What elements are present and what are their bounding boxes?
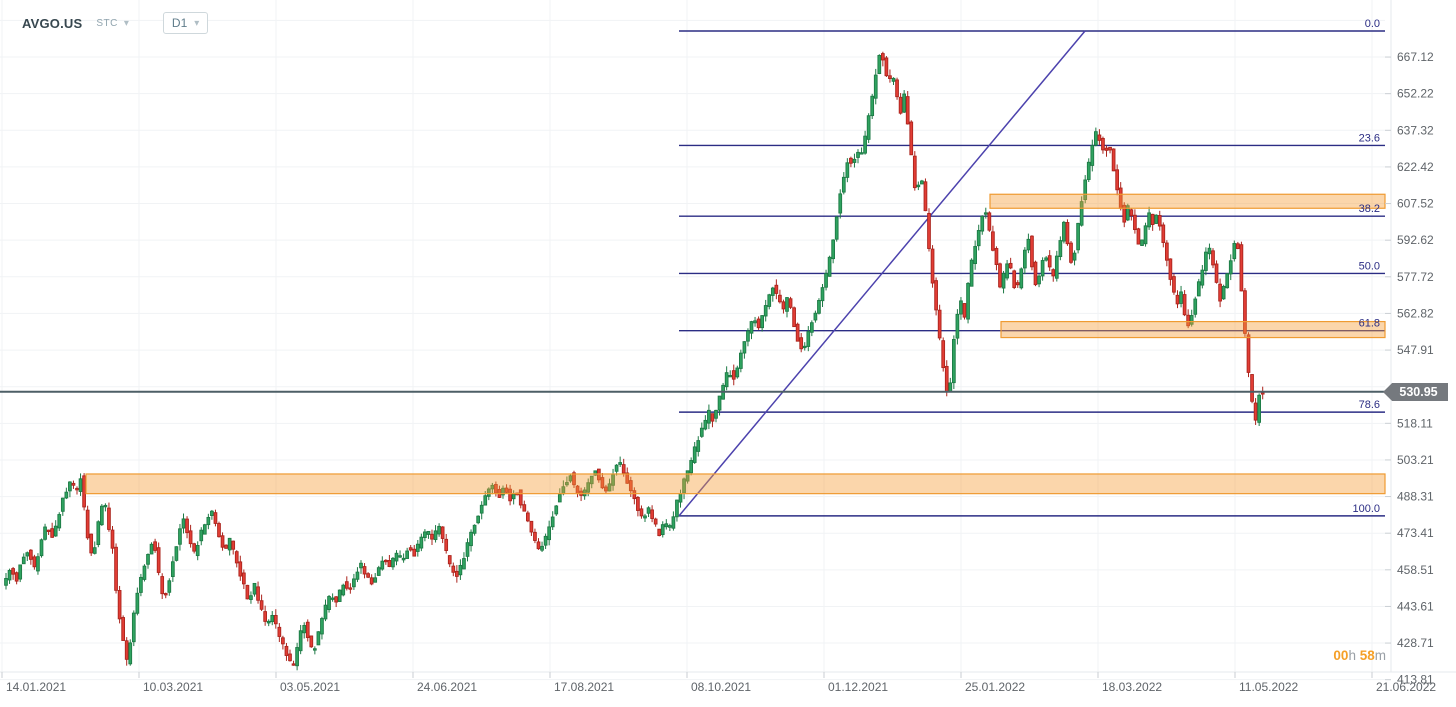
svg-text:413.81: 413.81: [1397, 673, 1434, 687]
timer-minutes-unit: m: [1374, 648, 1386, 663]
svg-text:443.61: 443.61: [1397, 599, 1434, 613]
current-price-badge: 530.95: [1383, 383, 1448, 401]
svg-text:17.08.2021: 17.08.2021: [554, 680, 614, 694]
market-label: STC: [96, 17, 118, 29]
chevron-down-icon[interactable]: ▾: [123, 17, 129, 29]
timer-hours: 00: [1333, 648, 1349, 663]
svg-text:592.62: 592.62: [1397, 233, 1434, 247]
svg-text:518.11: 518.11: [1397, 416, 1433, 430]
svg-text:637.32: 637.32: [1397, 123, 1434, 137]
svg-text:667.12: 667.12: [1397, 50, 1434, 64]
svg-text:473.41: 473.41: [1397, 526, 1434, 540]
svg-text:08.10.2021: 08.10.2021: [691, 680, 751, 694]
timer-hours-unit: h: [1348, 648, 1356, 663]
fibonacci-level-labels: 0.0 23.6 38.2 50.0 61.8 78.6 100.0: [1352, 18, 1380, 515]
svg-text:577.72: 577.72: [1397, 270, 1434, 284]
timer-minutes: 58: [1359, 648, 1375, 663]
svg-text:25.01.2022: 25.01.2022: [965, 680, 1025, 694]
fibonacci-retracement-lines: [679, 30, 1385, 517]
svg-text:100.0: 100.0: [1352, 503, 1380, 515]
svg-text:622.42: 622.42: [1397, 160, 1434, 174]
svg-text:14.01.2021: 14.01.2021: [6, 680, 66, 694]
svg-text:38.2: 38.2: [1359, 203, 1380, 215]
svg-text:547.91: 547.91: [1397, 343, 1434, 357]
timeframe-value: D1: [171, 16, 188, 30]
svg-text:23.6: 23.6: [1359, 132, 1380, 144]
svg-text:11.05.2022: 11.05.2022: [1239, 680, 1298, 694]
candle-countdown-timer: 00h 58m: [1200, 648, 1386, 663]
svg-text:428.71: 428.71: [1397, 636, 1434, 650]
svg-text:607.52: 607.52: [1397, 197, 1434, 211]
timeframe-selector[interactable]: D1 ▾: [162, 12, 209, 34]
svg-text:503.21: 503.21: [1397, 453, 1434, 467]
chevron-down-icon: ▾: [194, 17, 200, 29]
svg-text:652.22: 652.22: [1397, 87, 1434, 101]
svg-text:18.03.2022: 18.03.2022: [1102, 680, 1162, 694]
grid-lines: [0, 0, 1456, 681]
ascending-trendline[interactable]: [678, 30, 1086, 517]
svg-text:10.03.2021: 10.03.2021: [143, 680, 203, 694]
svg-text:24.06.2021: 24.06.2021: [417, 680, 477, 694]
svg-text:562.82: 562.82: [1397, 306, 1434, 320]
svg-text:61.8: 61.8: [1359, 318, 1380, 330]
price-axis: 667.12 652.22 637.32 622.42 607.52 592.62 577.…: [1385, 50, 1434, 687]
svg-text:50.0: 50.0: [1359, 260, 1380, 272]
chart-header: AVGO.US STC ▾ D1 ▾: [22, 12, 209, 34]
svg-text:78.6: 78.6: [1359, 399, 1380, 411]
candlesticks[interactable]: [4, 51, 1265, 671]
symbol-name: AVGO.US: [22, 15, 83, 31]
date-axis: 14.01.2021 10.03.2021 03.05.2021 24.06.2021…: [1, 672, 1436, 694]
svg-text:21.06.2022: 21.06.2022: [1376, 680, 1436, 694]
svg-text:03.05.2021: 03.05.2021: [280, 680, 340, 694]
svg-text:458.51: 458.51: [1397, 563, 1434, 577]
svg-text:0.0: 0.0: [1365, 18, 1380, 30]
svg-text:488.31: 488.31: [1397, 490, 1434, 504]
svg-text:01.12.2021: 01.12.2021: [828, 680, 888, 694]
supply-demand-zones: [85, 193, 1386, 495]
